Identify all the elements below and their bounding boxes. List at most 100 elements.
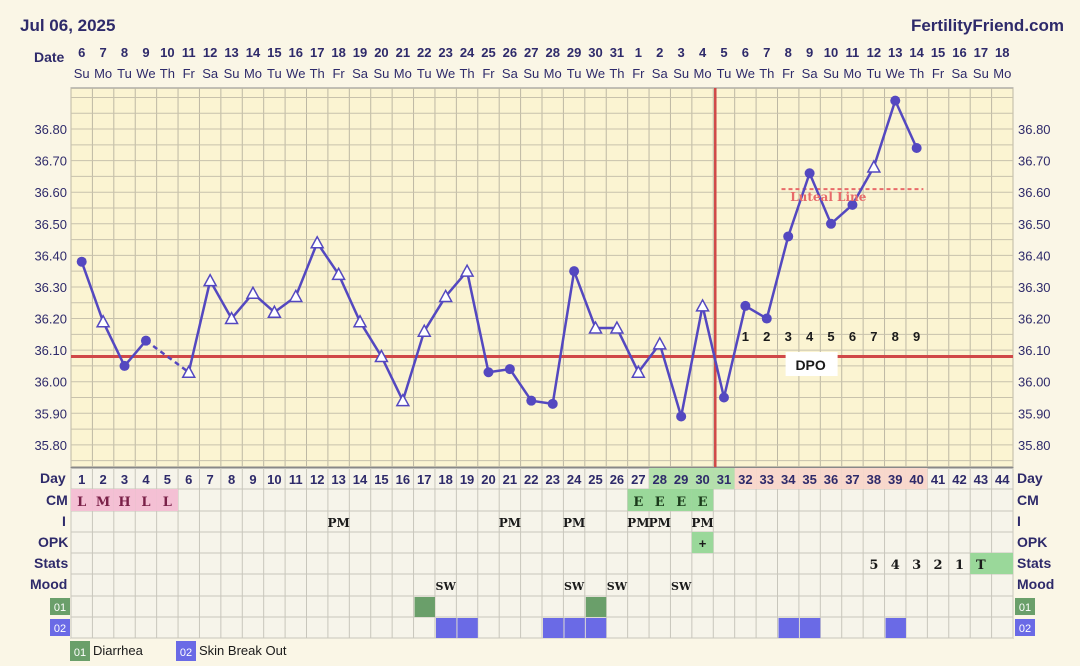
mood-value: SW bbox=[436, 580, 457, 593]
row-label-cm: CM bbox=[46, 492, 68, 508]
y-tick-label: 36.50 bbox=[34, 217, 67, 232]
temp-point bbox=[890, 95, 901, 106]
temp-segment bbox=[423, 295, 447, 332]
dpo-number: 7 bbox=[870, 329, 877, 344]
symptom-cell bbox=[543, 618, 564, 638]
day-cell-highlight bbox=[798, 468, 821, 489]
y-tick-label-right: 36.40 bbox=[1018, 248, 1051, 263]
cm-value: E bbox=[633, 495, 643, 510]
symptom-code-badge-right bbox=[1015, 598, 1035, 615]
symptom-code-right: 01 bbox=[1019, 602, 1031, 614]
y-tick-label-right: 36.70 bbox=[1018, 154, 1051, 169]
weekday-label: Fr bbox=[482, 66, 495, 81]
cm-cell bbox=[71, 489, 93, 511]
weekday-label: Mo bbox=[394, 66, 412, 81]
dpo-number: 6 bbox=[849, 329, 856, 344]
cm-value: L bbox=[141, 495, 150, 510]
day-cell-highlight bbox=[734, 468, 757, 489]
weekday-label: Sa bbox=[952, 66, 969, 81]
temp-point bbox=[804, 168, 815, 179]
cm-cell bbox=[691, 489, 714, 511]
temp-point-open bbox=[374, 348, 389, 363]
temp-segment bbox=[872, 100, 897, 168]
cycle-day-number: 22 bbox=[524, 472, 538, 487]
cm-value: M bbox=[96, 495, 110, 510]
date-number: 23 bbox=[438, 45, 452, 60]
date-number: 3 bbox=[678, 45, 685, 60]
cycle-day-number: 8 bbox=[228, 472, 235, 487]
y-tick-label-right: 36.00 bbox=[1018, 375, 1051, 390]
temp-segment bbox=[722, 305, 747, 398]
stats-cell bbox=[970, 553, 1013, 574]
stats-value: 3 bbox=[912, 558, 921, 573]
weekday-label: Su bbox=[523, 66, 539, 81]
temp-segment bbox=[337, 273, 362, 323]
legend-swatch bbox=[70, 641, 90, 661]
temp-point-open bbox=[416, 323, 432, 337]
row-label-stats: Stats bbox=[34, 555, 68, 571]
date-number: 28 bbox=[545, 45, 559, 60]
cm-value: L bbox=[77, 495, 86, 510]
cycle-day-number: 28 bbox=[653, 472, 667, 487]
y-tick-label-right: 35.90 bbox=[1018, 406, 1051, 421]
cycle-day-number: 23 bbox=[545, 472, 559, 487]
symptom-cell bbox=[414, 597, 435, 617]
opk-value: + bbox=[699, 536, 707, 551]
y-tick-label-right: 36.50 bbox=[1018, 217, 1051, 232]
weekday-label: Tu bbox=[717, 66, 732, 81]
cycle-day-number: 39 bbox=[888, 472, 902, 487]
cycle-day-number: 24 bbox=[567, 472, 582, 487]
temp-point bbox=[76, 256, 87, 267]
cycle-day-number: 19 bbox=[460, 472, 474, 487]
cycle-day-number: 42 bbox=[952, 472, 966, 487]
y-tick-label: 36.20 bbox=[34, 312, 67, 327]
date-number: 27 bbox=[524, 45, 538, 60]
symptom-cell bbox=[585, 618, 607, 638]
stats-value: 4 bbox=[891, 558, 900, 573]
date-number: 31 bbox=[610, 45, 624, 60]
date-number: 5 bbox=[720, 45, 727, 60]
weekday-label: Fr bbox=[183, 66, 196, 81]
temp-point-open bbox=[609, 320, 625, 334]
date-number: 11 bbox=[182, 45, 196, 60]
temp-segment bbox=[123, 339, 147, 367]
y-tick-label: 36.00 bbox=[34, 375, 67, 390]
date-number: 17 bbox=[974, 45, 988, 60]
date-number: 30 bbox=[588, 45, 602, 60]
cm-value: L bbox=[163, 495, 172, 510]
cycle-day-number: 25 bbox=[588, 472, 602, 487]
cm-value: E bbox=[655, 495, 665, 510]
date-number: 2 bbox=[656, 45, 663, 60]
day-cell-highlight bbox=[905, 468, 928, 489]
cycle-day-number: 11 bbox=[289, 472, 303, 487]
row-label-mood-right: Mood bbox=[1017, 576, 1054, 592]
temp-segment bbox=[765, 236, 790, 319]
y-tick-label-right: 35.80 bbox=[1018, 438, 1051, 453]
temp-segment bbox=[615, 327, 640, 373]
y-tick-label-right: 36.10 bbox=[1018, 343, 1051, 358]
date-number: 8 bbox=[121, 45, 128, 60]
date-number: 8 bbox=[785, 45, 792, 60]
temp-point-open bbox=[438, 288, 453, 303]
temp-point bbox=[569, 266, 580, 277]
temp-point-open bbox=[288, 288, 304, 303]
dpo-number: 1 bbox=[742, 329, 749, 344]
symptom-code-right: 02 bbox=[1019, 623, 1031, 635]
cycle-day-number: 31 bbox=[717, 472, 731, 487]
cycle-day-number: 29 bbox=[674, 472, 688, 487]
temp-segment bbox=[508, 368, 533, 402]
temp-point-open bbox=[224, 310, 239, 325]
site-name: FertilityFriend.com bbox=[911, 16, 1064, 35]
row-label-i: I bbox=[62, 513, 66, 529]
symptom-cell bbox=[564, 618, 585, 638]
stats-value: 1 bbox=[955, 558, 964, 573]
weekday-label: Tu bbox=[267, 66, 282, 81]
date-number: 6 bbox=[78, 45, 85, 60]
cycle-day-number: 30 bbox=[695, 472, 709, 487]
y-tick-label: 36.70 bbox=[34, 154, 67, 169]
temp-point-open bbox=[695, 298, 710, 312]
cycle-day-number: 37 bbox=[845, 472, 859, 487]
date-number: 24 bbox=[460, 45, 475, 60]
mood-value: SW bbox=[607, 580, 628, 593]
cm-value: E bbox=[698, 495, 708, 510]
